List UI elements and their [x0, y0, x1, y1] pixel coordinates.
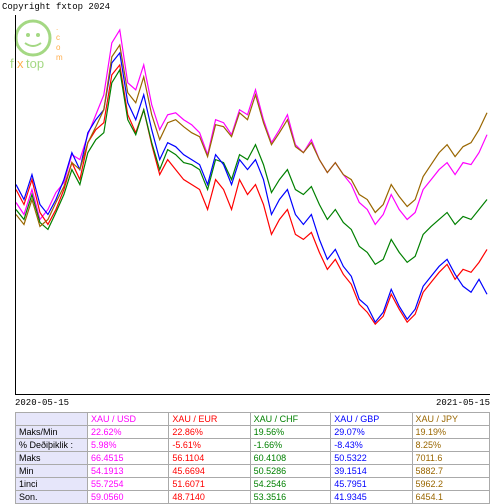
table-cell: 5962.2 — [412, 478, 489, 491]
row-label: Son. — [16, 491, 88, 504]
table-cell: -5.61% — [169, 439, 250, 452]
table-cell: 19.19% — [412, 426, 489, 439]
stats-table: XAU / USDXAU / EURXAU / CHFXAU / GBPXAU … — [15, 412, 490, 504]
table-cell: -8.43% — [331, 439, 412, 452]
table-cell: 7011.6 — [412, 452, 489, 465]
table-cell: 50.5286 — [250, 465, 331, 478]
row-label: % Deðiþiklik : — [16, 439, 88, 452]
row-label: 1inci — [16, 478, 88, 491]
table-cell: 53.3516 — [250, 491, 331, 504]
table-cell: 6454.1 — [412, 491, 489, 504]
col-header: XAU / GBP — [331, 413, 412, 426]
table-cell: 22.62% — [88, 426, 169, 439]
copyright-text: Copyright fxtop 2024 — [2, 2, 110, 12]
table-cell: 50.5322 — [331, 452, 412, 465]
x-axis-end: 2021-05-15 — [436, 398, 490, 408]
row-label: Maks — [16, 452, 88, 465]
table-cell: 56.1104 — [169, 452, 250, 465]
table-cell: 5.98% — [88, 439, 169, 452]
table-cell: 19.56% — [250, 426, 331, 439]
table-cell: 55.7254 — [88, 478, 169, 491]
table-cell: -1.66% — [250, 439, 331, 452]
table-cell: 66.4515 — [88, 452, 169, 465]
col-header: XAU / EUR — [169, 413, 250, 426]
row-label: Min — [16, 465, 88, 478]
svg-text:f: f — [10, 56, 14, 71]
table-corner — [16, 413, 88, 426]
table-cell: 41.9345 — [331, 491, 412, 504]
table-cell: 29.07% — [331, 426, 412, 439]
col-header: XAU / JPY — [412, 413, 489, 426]
x-axis-start: 2020-05-15 — [15, 398, 69, 408]
col-header: XAU / USD — [88, 413, 169, 426]
table-cell: 54.2546 — [250, 478, 331, 491]
table-cell: 59.0560 — [88, 491, 169, 504]
table-cell: 60.4108 — [250, 452, 331, 465]
line-chart — [15, 15, 490, 395]
row-label: Maks/Min — [16, 426, 88, 439]
table-cell: 22.86% — [169, 426, 250, 439]
col-header: XAU / CHF — [250, 413, 331, 426]
table-cell: 51.6071 — [169, 478, 250, 491]
table-cell: 48.7140 — [169, 491, 250, 504]
table-cell: 45.6694 — [169, 465, 250, 478]
table-cell: 45.7951 — [331, 478, 412, 491]
table-cell: 54.1913 — [88, 465, 169, 478]
table-cell: 39.1514 — [331, 465, 412, 478]
table-cell: 5882.7 — [412, 465, 489, 478]
table-cell: 8.25% — [412, 439, 489, 452]
